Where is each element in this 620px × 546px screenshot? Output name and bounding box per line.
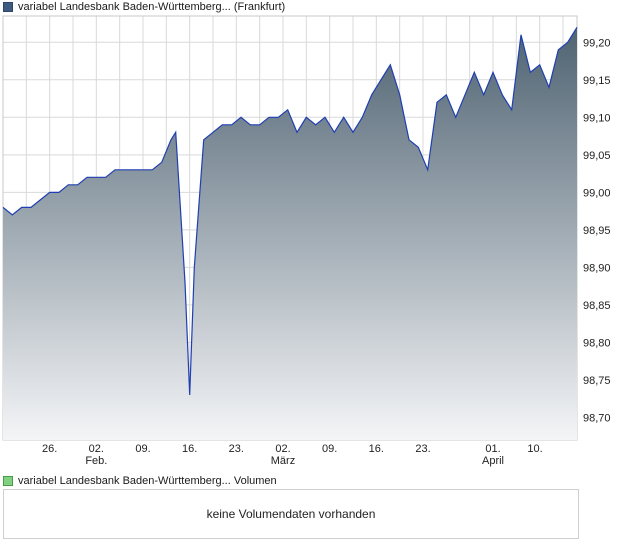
y-tick-label: 98,85 bbox=[583, 300, 611, 312]
x-tick-label: 02. bbox=[89, 443, 104, 455]
price-legend-swatch bbox=[3, 2, 13, 12]
price-legend-label: variabel Landesbank Baden-Württemberg...… bbox=[18, 1, 286, 13]
x-tick-label: 26. bbox=[42, 443, 57, 455]
price-legend: variabel Landesbank Baden-Württemberg...… bbox=[3, 0, 285, 14]
volume-legend-label: variabel Landesbank Baden-Württemberg...… bbox=[18, 475, 277, 487]
y-tick-label: 99,20 bbox=[583, 37, 611, 49]
price-area bbox=[3, 27, 577, 441]
x-month-label: Feb. bbox=[85, 455, 107, 467]
y-tick-label: 98,90 bbox=[583, 262, 611, 274]
y-tick-label: 98,95 bbox=[583, 225, 611, 237]
x-tick-label: 23. bbox=[229, 443, 244, 455]
y-tick-label: 99,00 bbox=[583, 187, 611, 199]
price-chart: 98,70 98,75 98,80 98,85 98,90 98,95 99,00 99,05… bbox=[2, 15, 611, 467]
y-tick-label: 99,05 bbox=[583, 150, 611, 162]
y-tick-label: 98,80 bbox=[583, 337, 611, 349]
y-tick-label: 99,15 bbox=[583, 75, 611, 87]
x-tick-label: 16. bbox=[182, 443, 197, 455]
y-tick-label: 99,10 bbox=[583, 112, 611, 124]
x-tick-label: 09. bbox=[322, 443, 337, 455]
volume-legend-swatch bbox=[3, 476, 13, 486]
x-month-label: April bbox=[482, 455, 504, 467]
volume-panel: keine Volumendaten vorhanden bbox=[3, 489, 579, 539]
x-tick-label: 01. bbox=[485, 443, 500, 455]
x-tick-label: 09. bbox=[135, 443, 150, 455]
x-tick-label: 10. bbox=[527, 443, 542, 455]
x-tick-label: 16. bbox=[369, 443, 384, 455]
y-tick-label: 98,75 bbox=[583, 375, 611, 387]
price-line bbox=[2, 26, 578, 396]
x-tick-label: 23. bbox=[415, 443, 430, 455]
y-tick-label: 98,70 bbox=[583, 412, 611, 424]
y-axis: 98,70 98,75 98,80 98,85 98,90 98,95 99,00 99,05… bbox=[583, 37, 611, 424]
x-month-label: März bbox=[271, 455, 295, 467]
x-axis: 26. 02. 09. 16. 23. 02. 09. 16. 23. 01. 10. Feb. Mär… bbox=[42, 443, 543, 467]
volume-legend: variabel Landesbank Baden-Württemberg...… bbox=[3, 474, 277, 488]
volume-empty-message: keine Volumendaten vorhanden bbox=[206, 507, 376, 521]
x-tick-label: 02. bbox=[275, 443, 290, 455]
